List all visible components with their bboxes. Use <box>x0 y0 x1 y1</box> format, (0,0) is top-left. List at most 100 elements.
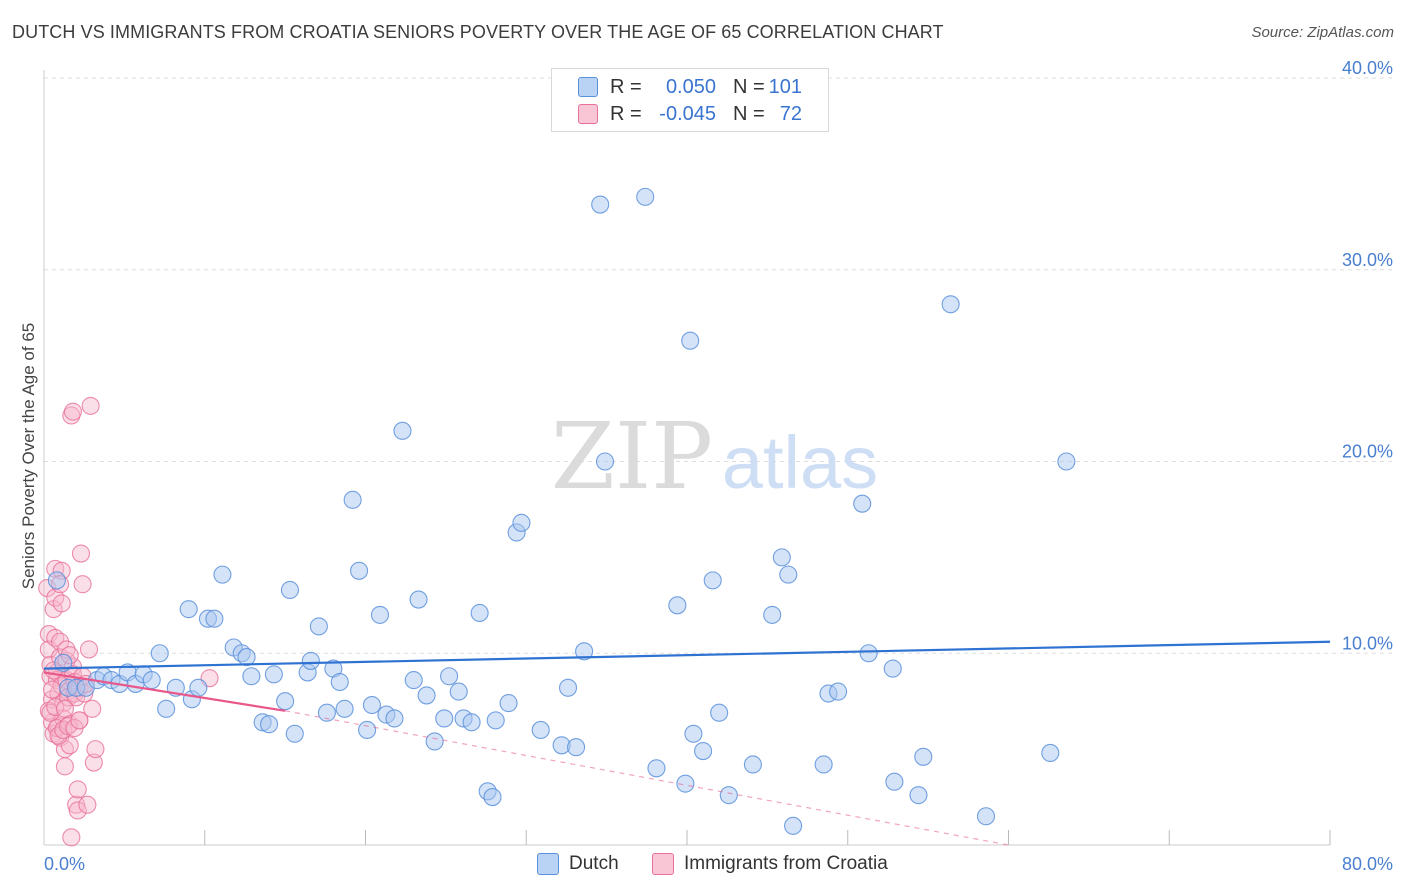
croatia-legend-swatch <box>652 853 674 875</box>
dutch-point <box>309 617 328 636</box>
dutch-point <box>179 600 198 619</box>
dutch-point <box>370 605 390 624</box>
correlation-legend: R = 0.050 N = 101 R = -0.045 N = 72 <box>551 68 829 132</box>
dutch-point <box>409 590 428 609</box>
x-tick-labels: 0.0% 80.0% <box>44 854 1393 874</box>
dutch-point <box>259 715 279 734</box>
dutch-point <box>462 713 481 732</box>
dutch-point <box>595 452 615 471</box>
dutch-point <box>449 682 468 701</box>
dutch-trend-line <box>43 640 1331 670</box>
r-value: 0.050 <box>665 76 716 98</box>
croatia-point <box>47 718 66 738</box>
dutch-point <box>317 703 336 722</box>
croatia-point <box>63 402 82 421</box>
dutch-point <box>280 580 299 600</box>
croatia-point <box>55 699 74 718</box>
dutch-point <box>276 692 295 711</box>
trend-lines <box>43 640 1331 846</box>
croatia-point <box>70 711 89 730</box>
croatia-point <box>55 757 74 776</box>
chart-title: DUTCH VS IMMIGRANTS FROM CROATIA SENIORS… <box>12 22 944 42</box>
croatia-point <box>49 726 68 745</box>
dutch-point <box>213 565 232 584</box>
dutch-point <box>763 605 782 624</box>
croatia-point <box>62 828 81 847</box>
r-label: R = <box>610 76 642 98</box>
dutch-point <box>558 678 578 697</box>
dutch-point <box>1057 452 1076 471</box>
dutch-point <box>814 755 833 774</box>
dutch-point <box>976 807 996 826</box>
x-ticks <box>204 830 1331 845</box>
dutch-point <box>909 786 928 805</box>
dutch-point <box>330 672 349 692</box>
croatia-trend-line <box>43 671 286 712</box>
croatia-swatch <box>578 104 598 124</box>
croatia-point <box>83 699 102 718</box>
dutch-point <box>636 187 655 206</box>
dutch-point <box>531 720 550 740</box>
dutch-point <box>941 295 960 314</box>
n-label: N = <box>733 103 765 125</box>
dutch-point <box>668 596 687 615</box>
dutch-point <box>343 490 362 509</box>
gridlines <box>44 77 1392 654</box>
croatia-point <box>59 717 78 736</box>
croatia-point <box>52 594 71 613</box>
dutch-point <box>779 565 798 584</box>
dutch-point <box>237 648 256 667</box>
dutch-point <box>157 699 176 718</box>
croatia-point <box>51 632 70 651</box>
dutch-points <box>47 187 1076 835</box>
y-tick-label: 10.0% <box>1342 633 1393 653</box>
n-value: 101 <box>768 76 802 98</box>
dutch-point <box>719 786 738 805</box>
dutch-point <box>703 571 722 590</box>
y-tick-label: 20.0% <box>1342 442 1393 462</box>
croatia-point <box>86 740 105 759</box>
dutch-swatch <box>578 77 598 97</box>
y-tick-labels: 10.0% 20.0% 30.0% 40.0% <box>1342 58 1393 653</box>
dutch-point <box>385 709 404 728</box>
dutch-point <box>142 671 161 690</box>
y-tick-label: 40.0% <box>1342 58 1393 78</box>
dutch-point <box>853 494 872 513</box>
dutch-point <box>859 644 878 663</box>
dutch-point <box>362 695 381 715</box>
source-label: Source: ZipAtlas.com <box>1251 24 1394 41</box>
croatia-point <box>79 640 99 659</box>
dutch-point <box>242 667 261 686</box>
dutch-point <box>512 513 531 532</box>
dutch-point <box>435 709 454 728</box>
dutch-point <box>914 747 933 766</box>
dutch-point <box>189 678 208 697</box>
dutch-point <box>205 609 224 628</box>
dutch-point <box>358 720 377 740</box>
legend-row-croatia: R = -0.045 N = 72 <box>552 101 828 127</box>
dutch-point <box>710 703 729 722</box>
dutch-point <box>883 659 902 678</box>
dutch-legend-label: Dutch <box>569 853 619 874</box>
y-tick-label: 30.0% <box>1342 250 1393 270</box>
dutch-point <box>567 738 586 757</box>
croatia-point <box>78 795 97 814</box>
croatia-point <box>84 753 103 772</box>
dutch-point <box>784 816 803 835</box>
dutch-point <box>1041 743 1060 763</box>
croatia-point <box>68 801 87 820</box>
dutch-point <box>483 788 502 807</box>
dutch-point <box>150 644 169 663</box>
legend-row-dutch: R = 0.050 N = 101 <box>552 74 828 100</box>
dutch-point <box>425 732 444 751</box>
x-tick-label: 80.0% <box>1342 854 1393 874</box>
n-label: N = <box>733 76 765 98</box>
watermark-atlas: atlas <box>722 421 878 504</box>
r-label: R = <box>610 103 642 125</box>
dutch-point <box>440 667 459 686</box>
dutch-point <box>681 331 700 350</box>
dutch-point <box>301 651 320 670</box>
watermark: ZIP atlas <box>551 403 878 510</box>
r-value: -0.045 <box>659 103 716 125</box>
